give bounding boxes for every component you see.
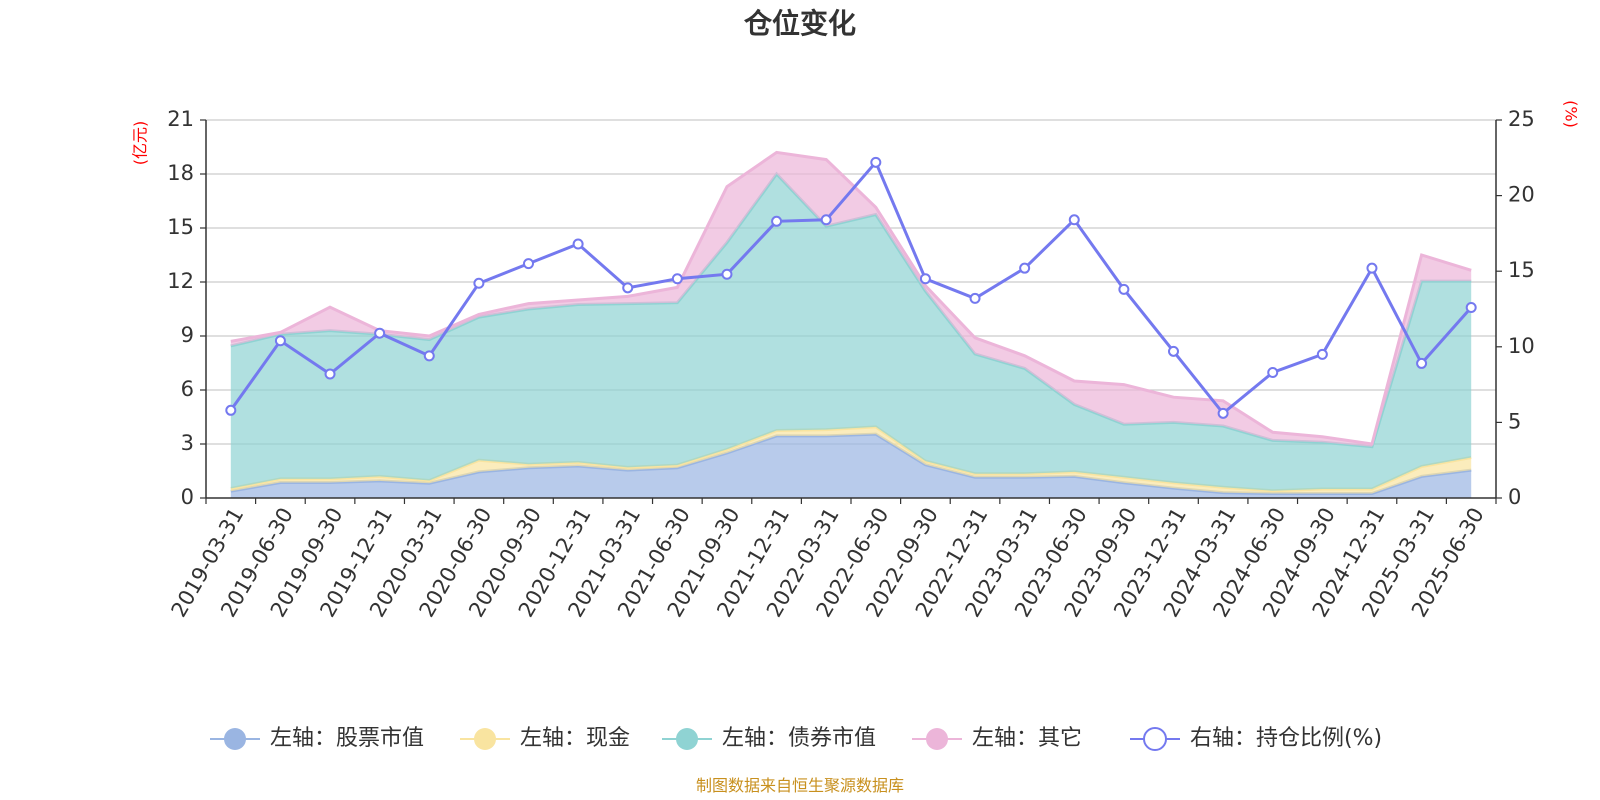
ratio-point bbox=[1316, 348, 1328, 360]
ratio-point bbox=[671, 273, 683, 285]
legend-item: 左轴：其它 bbox=[912, 726, 1082, 751]
ratio-point bbox=[324, 368, 336, 380]
legend-label: 左轴：股票市值 bbox=[270, 726, 424, 751]
legend-marker-icon bbox=[224, 728, 246, 750]
ratio-point bbox=[820, 214, 832, 226]
right-axis-tick-label: 5 bbox=[1508, 409, 1521, 433]
left-axis-tick-label: 12 bbox=[167, 269, 194, 293]
legend-label: 左轴：现金 bbox=[520, 726, 630, 751]
left-axis-tick-label: 15 bbox=[167, 215, 194, 239]
legend: 左轴：股票市值 左轴：现金 左轴：债券市值 左轴：其它 右轴：持仓比例(%) bbox=[210, 726, 1382, 751]
legend-item: 左轴：股票市值 bbox=[210, 726, 424, 751]
legend-marker-icon bbox=[474, 728, 496, 750]
ratio-point bbox=[1465, 301, 1477, 313]
ratio-point bbox=[374, 327, 386, 339]
legend-marker-icon bbox=[1143, 727, 1167, 751]
ratio-series-line bbox=[229, 159, 1473, 416]
ratio-point bbox=[572, 238, 584, 250]
right-axis-tick-label: 15 bbox=[1508, 258, 1535, 282]
ratio-point bbox=[870, 156, 882, 168]
legend-marker-icon bbox=[926, 728, 948, 750]
left-axis-tick-label: 9 bbox=[181, 323, 194, 347]
legend-label: 左轴：其它 bbox=[972, 726, 1082, 751]
ratio-point bbox=[1416, 357, 1428, 369]
legend-item: 右轴：持仓比例(%) bbox=[1130, 726, 1382, 751]
ratio-point bbox=[969, 292, 981, 304]
right-axis-tick-label: 25 bbox=[1508, 107, 1535, 131]
ratio-point bbox=[1267, 367, 1279, 379]
area-左轴：债券市值 bbox=[230, 174, 1472, 491]
left-axis-tick-label: 6 bbox=[181, 377, 194, 401]
ratio-line bbox=[225, 156, 1477, 419]
right-axis-tick-label: 10 bbox=[1508, 334, 1535, 358]
right-axis-unit: (%) bbox=[1562, 100, 1581, 128]
right-axis-tick-label: 20 bbox=[1508, 183, 1535, 207]
right-axis-tick-label: 0 bbox=[1508, 485, 1521, 509]
ratio-point bbox=[1366, 262, 1378, 274]
ratio-point bbox=[622, 282, 634, 294]
ratio-point bbox=[423, 350, 435, 362]
left-axis-tick-label: 3 bbox=[181, 431, 194, 455]
legend-label: 右轴：持仓比例(%) bbox=[1190, 726, 1382, 751]
axes: 0 3 6 9 12 15 18 21 0 5 10 15 20 25 bbox=[167, 107, 1534, 509]
ratio-point bbox=[1118, 283, 1130, 295]
ratio-point bbox=[1068, 214, 1080, 226]
area-top-line bbox=[230, 150, 1472, 446]
legend-item: 左轴：债券市值 bbox=[662, 726, 876, 751]
ratio-point bbox=[523, 258, 534, 270]
legend-label: 左轴：债券市值 bbox=[722, 726, 876, 751]
ratio-point bbox=[721, 268, 733, 280]
ratio-point bbox=[225, 404, 237, 416]
legend-marker-icon bbox=[676, 728, 698, 750]
legend-item: 左轴：现金 bbox=[460, 726, 630, 751]
x-tick-labels: 2019-03-312019-06-302019-09-302019-12-31… bbox=[167, 504, 1489, 622]
left-axis-unit: (亿元) bbox=[131, 121, 150, 166]
left-axis-tick-label: 0 bbox=[181, 485, 194, 509]
area-左轴：股票市值 bbox=[230, 434, 1472, 498]
ratio-point bbox=[1217, 407, 1229, 419]
area-左轴：其它 bbox=[230, 152, 1472, 447]
ratio-point bbox=[1168, 345, 1179, 357]
ratio-point bbox=[274, 335, 286, 347]
left-axis-tick-label: 21 bbox=[167, 107, 194, 131]
ratio-point bbox=[919, 273, 931, 285]
ratio-point bbox=[771, 215, 783, 227]
left-axis-tick-label: 18 bbox=[167, 161, 194, 185]
stacked-areas bbox=[230, 150, 1472, 498]
ratio-point bbox=[473, 277, 485, 289]
ratio-point bbox=[1019, 262, 1031, 274]
chart-title: 仓位变化 bbox=[744, 7, 856, 40]
data-source-note: 制图数据来自恒生聚源数据库 bbox=[696, 776, 904, 795]
